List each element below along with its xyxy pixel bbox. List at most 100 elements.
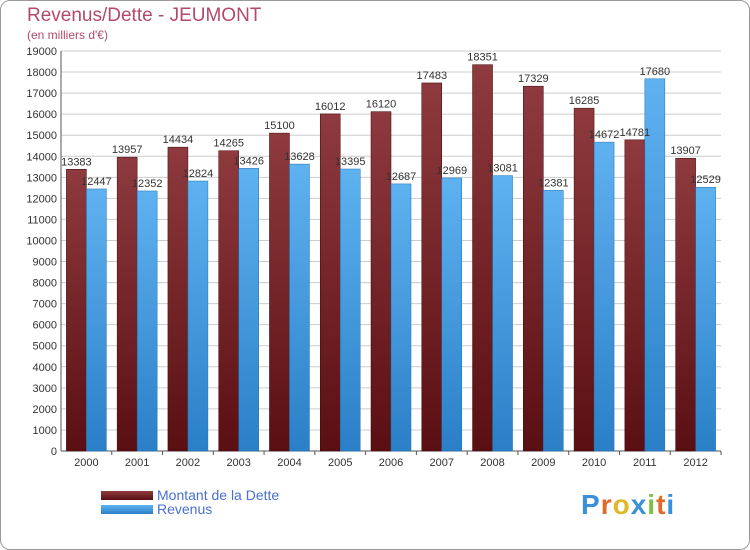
- y-tick-label: 4000: [33, 362, 57, 374]
- logo-letter: o: [612, 489, 631, 520]
- y-tick-label: 3000: [33, 383, 57, 395]
- data-label-dette: 13957: [112, 144, 143, 156]
- bar-dette: [370, 111, 392, 452]
- x-tick-label: 2005: [328, 457, 352, 469]
- bar-revenus: [543, 190, 564, 452]
- bar-dette: [675, 157, 696, 452]
- data-label-revenus: 12969: [436, 165, 467, 177]
- bar-dette: [116, 156, 138, 452]
- data-label-revenus: 14672: [589, 129, 620, 141]
- value-labels: 13383 12447 13957 12352 14434 12824 14265 13426…: [61, 52, 721, 190]
- bars: [66, 64, 716, 452]
- data-label-revenus: 13426: [233, 155, 264, 167]
- data-label-dette: 18351: [467, 52, 498, 64]
- x-tick-label: 2008: [480, 457, 504, 469]
- data-label-dette: 15100: [264, 120, 295, 132]
- y-tick-label: 2000: [33, 404, 57, 416]
- bar-revenus: [390, 183, 412, 452]
- data-label-revenus: 13628: [284, 151, 315, 163]
- data-label-dette: 13383: [61, 156, 92, 168]
- logo-letter: P: [581, 489, 601, 520]
- bar-dette: [66, 169, 87, 452]
- y-tick-label: 5000: [33, 341, 57, 353]
- axes: 0 1000 2000 3000 4000 5000 6000 7000 8000 9000 100…: [26, 46, 722, 469]
- data-label-dette: 17329: [518, 73, 549, 85]
- data-label-dette: 17483: [416, 70, 447, 82]
- bar-dette: [523, 85, 544, 452]
- bar-revenus: [441, 177, 463, 452]
- y-tick-label: 6000: [33, 320, 57, 332]
- y-tick-label: 1000: [33, 425, 57, 437]
- y-tick-label: 9000: [33, 257, 57, 269]
- bar-revenus: [695, 186, 716, 452]
- legend-label-revenus: Revenus: [157, 501, 213, 517]
- data-label-dette: 14434: [163, 134, 194, 146]
- y-tick-label: 13000: [26, 172, 57, 184]
- logo-letter: x: [630, 489, 648, 520]
- bar-revenus: [339, 168, 361, 452]
- x-tick-label: 2004: [277, 457, 301, 469]
- bar-dette: [269, 132, 290, 452]
- x-tick-label: 2009: [531, 457, 555, 469]
- proxiti-logo: Proxiti: [581, 489, 675, 523]
- y-tick-label: 15000: [26, 130, 57, 142]
- x-tick-label: 2012: [683, 457, 707, 469]
- x-tick-label: 2000: [74, 457, 98, 469]
- data-label-dette: 16120: [366, 99, 397, 111]
- x-tick-label: 2006: [379, 457, 403, 469]
- legend-swatch-dette: [101, 491, 153, 500]
- data-label-dette: 14781: [620, 127, 651, 139]
- legend-label-dette: Montant de la Dette: [157, 487, 280, 503]
- y-tick-label: 10000: [26, 235, 57, 247]
- bar-revenus: [136, 190, 158, 452]
- bar-dette: [218, 150, 239, 452]
- data-label-revenus: 12381: [538, 177, 569, 189]
- data-label-revenus: 12824: [183, 168, 214, 180]
- logo-letter: r: [600, 489, 613, 520]
- bar-dette: [421, 82, 443, 452]
- y-tick-label: 11000: [27, 214, 57, 226]
- y-tick-label: 12000: [26, 193, 57, 205]
- y-tick-label: 8000: [33, 278, 57, 290]
- bar-revenus: [289, 163, 310, 452]
- bar-dette: [624, 139, 646, 452]
- x-tick-label: 2002: [176, 457, 200, 469]
- y-tick-label: 14000: [26, 151, 57, 163]
- data-label-revenus: 12529: [690, 174, 721, 186]
- bar-dette: [167, 146, 189, 452]
- data-label-revenus: 17680: [640, 66, 671, 78]
- data-label-revenus: 13395: [335, 156, 366, 168]
- logo-letter: i: [647, 489, 657, 520]
- data-label-revenus: 13081: [487, 163, 518, 175]
- y-tick-label: 19000: [26, 46, 57, 58]
- data-label-revenus: 12687: [386, 171, 417, 183]
- bar-dette: [573, 107, 595, 452]
- y-tick-label: 16000: [26, 109, 57, 121]
- data-label-dette: 16012: [315, 101, 346, 113]
- chart-title: Revenus/Dette - JEUMONT: [27, 5, 262, 26]
- data-label-dette: 14265: [213, 138, 244, 150]
- data-label-revenus: 12352: [132, 178, 163, 190]
- x-tick-label: 2001: [125, 457, 149, 469]
- y-tick-label: 17000: [26, 88, 57, 100]
- bar-revenus: [644, 78, 666, 452]
- y-tick-label: 7000: [33, 299, 57, 311]
- bar-revenus: [238, 168, 259, 452]
- chart-subtitle: (en milliers d'€): [27, 28, 108, 42]
- x-tick-label: 2011: [633, 457, 657, 469]
- x-tick-label: 2007: [430, 457, 454, 469]
- y-tick-label: 18000: [26, 67, 57, 79]
- bar-revenus: [86, 188, 107, 452]
- x-tick-label: 2010: [582, 457, 606, 469]
- data-label-dette: 16285: [569, 95, 600, 107]
- data-label-revenus: 12447: [81, 176, 112, 188]
- logo-letter: t: [656, 489, 667, 520]
- logo-letter: i: [666, 489, 676, 520]
- bar-revenus: [492, 175, 513, 452]
- data-label-dette: 13907: [670, 145, 701, 157]
- legend-swatch-revenus: [101, 505, 153, 514]
- bar-dette: [472, 64, 493, 452]
- bar-revenus: [187, 180, 209, 452]
